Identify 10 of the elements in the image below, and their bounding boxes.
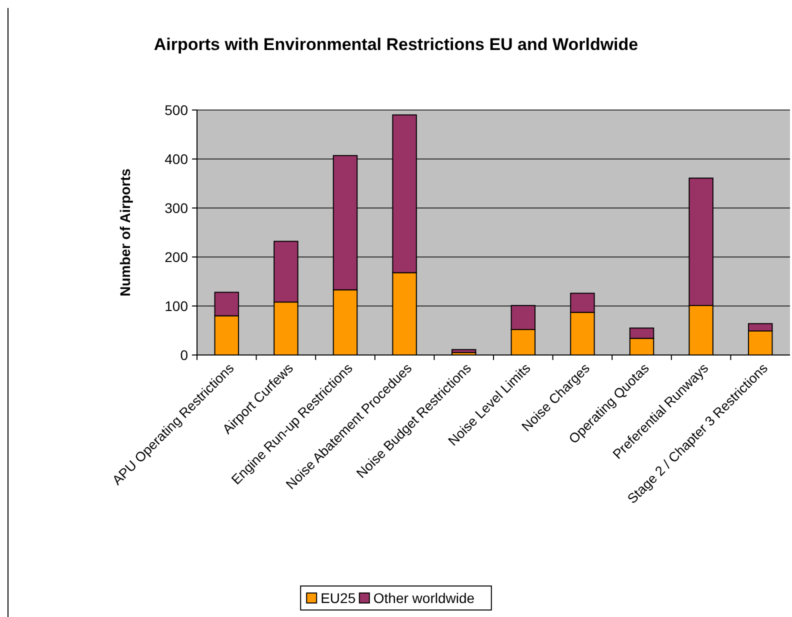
y-tick-label: 400 — [164, 150, 188, 167]
y-tick-label: 100 — [164, 298, 188, 314]
y-tick-label: 500 — [164, 102, 188, 118]
legend-label: Other worldwide — [373, 590, 475, 606]
y-axis-title: Number of Airports — [117, 168, 133, 296]
y-tick-label: 200 — [164, 248, 188, 265]
legend-label: EU25 — [320, 590, 356, 606]
y-tick-label: 300 — [164, 200, 188, 216]
chart-title: Airports with Environmental Restrictions EU and Worldwide — [154, 35, 638, 54]
y-tick-label: 0 — [180, 346, 188, 363]
